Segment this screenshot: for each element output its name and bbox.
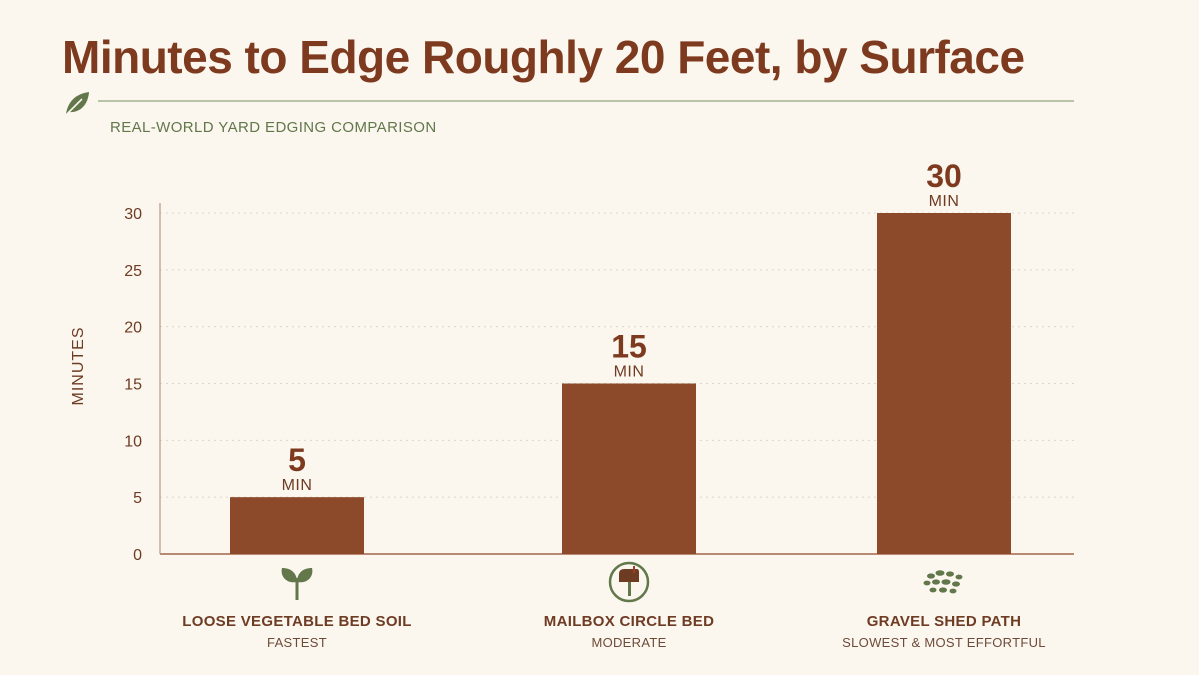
- y-tick-label: 10: [124, 433, 142, 450]
- sprout-icon: [281, 568, 313, 600]
- chart-subtitle: REAL-WORLD YARD EDGING COMPARISON: [110, 119, 437, 136]
- category-note: MODERATE: [591, 635, 667, 650]
- y-tick-label: 15: [124, 377, 142, 394]
- y-tick-label: 5: [133, 490, 142, 507]
- bar: [562, 383, 696, 554]
- bar-unit-label: MIN: [614, 364, 645, 381]
- category-label: LOOSE VEGETABLE BED SOIL: [182, 613, 412, 630]
- category-label: GRAVEL SHED PATH: [866, 613, 1022, 630]
- y-tick-label: 25: [124, 263, 142, 280]
- y-tick-label: 30: [124, 206, 142, 223]
- bar: [230, 497, 364, 554]
- leaf-icon: [65, 92, 89, 116]
- mailbox-icon: [608, 561, 650, 603]
- bar-value-label: 30: [926, 158, 962, 194]
- bar-unit-label: MIN: [929, 193, 960, 210]
- chart-title: Minutes to Edge Roughly 20 Feet, by Surf…: [62, 31, 1025, 83]
- y-axis-title: MINUTES: [70, 327, 87, 406]
- gravel-icon: [923, 570, 963, 594]
- y-tick-label: 20: [124, 320, 142, 337]
- y-tick-label: 0: [133, 547, 142, 564]
- title-divider: [98, 100, 1074, 102]
- category-note: FASTEST: [267, 635, 327, 650]
- category-note: SLOWEST & MOST EFFORTFUL: [842, 635, 1046, 650]
- bar: [877, 213, 1011, 554]
- category-label: MAILBOX CIRCLE BED: [543, 613, 715, 630]
- bar-unit-label: MIN: [282, 477, 313, 494]
- bar-value-label: 5: [288, 442, 306, 478]
- bar-value-label: 15: [611, 329, 647, 365]
